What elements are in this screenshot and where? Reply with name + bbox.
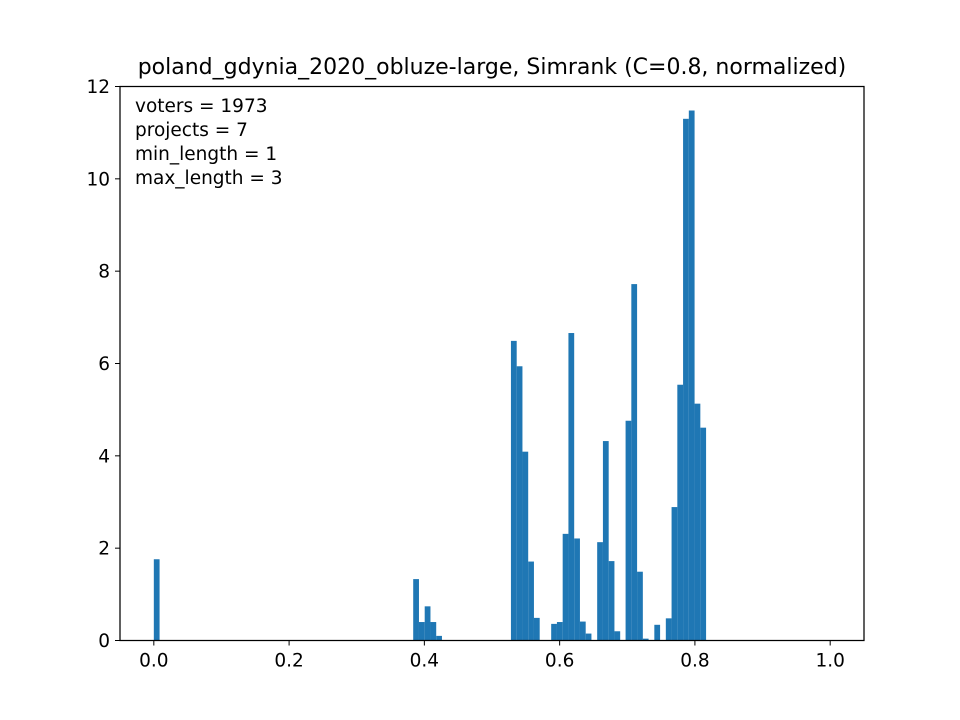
histogram-bar <box>522 451 529 641</box>
histogram-bar <box>562 533 569 641</box>
histogram-bar <box>551 623 557 641</box>
y-tick-label: 0 <box>98 631 110 652</box>
histogram-bar <box>516 366 523 641</box>
annotation-projects: projects = 7 <box>135 120 248 141</box>
histogram-bar <box>579 621 586 641</box>
histogram-bar <box>642 638 649 641</box>
y-tick-label: 4 <box>98 446 110 467</box>
histogram-bar <box>568 333 575 641</box>
histogram-bar <box>585 633 592 641</box>
x-tick-label: 0.8 <box>680 651 709 672</box>
histogram-bar <box>614 631 621 641</box>
histogram-bar <box>700 427 707 641</box>
x-axis-ticks: 0.0 0.2 0.4 0.6 0.8 1.0 <box>139 640 845 672</box>
histogram-bar <box>556 622 563 641</box>
histogram-bar <box>418 622 425 641</box>
histogram-bar <box>510 340 517 641</box>
histogram-bar <box>683 118 689 641</box>
histogram-bar <box>430 622 437 641</box>
y-tick-label: 2 <box>98 539 110 560</box>
annotation-min-length: min_length = 1 <box>135 144 277 165</box>
histogram-bar <box>625 420 632 641</box>
chart-title: poland_gdynia_2020_obluze-large, Simrank… <box>138 55 847 80</box>
plot-frame <box>119 85 865 642</box>
histogram-bar <box>597 542 603 641</box>
annotation-max-length: max_length = 3 <box>135 168 283 189</box>
histogram-bar <box>654 624 661 641</box>
histogram-bar <box>631 284 638 641</box>
histogram-bar <box>671 507 678 641</box>
histogram-bar <box>424 606 431 641</box>
x-tick-label: 0.6 <box>545 651 574 672</box>
histogram-bar <box>528 561 534 641</box>
histogram-bar <box>533 617 540 641</box>
histogram-bar <box>694 403 701 641</box>
histogram-bar <box>637 571 643 641</box>
y-tick-label: 12 <box>86 77 110 98</box>
bars-group <box>153 110 707 641</box>
x-tick-label: 0.4 <box>410 651 439 672</box>
x-tick-label: 1.0 <box>815 651 844 672</box>
annotation-voters: voters = 1973 <box>135 96 268 117</box>
y-axis-ticks: 0 2 4 6 8 10 12 <box>86 77 120 652</box>
y-tick-label: 10 <box>86 169 110 190</box>
stats-annotation: voters = 1973 projects = 7 min_length = … <box>135 96 283 189</box>
histogram-bar <box>436 635 442 641</box>
histogram-bar <box>665 618 672 641</box>
x-tick-label: 0.2 <box>274 651 303 672</box>
histogram-bar <box>677 384 684 641</box>
histogram-bar <box>153 559 160 641</box>
y-tick-label: 8 <box>98 262 110 283</box>
y-tick-label: 6 <box>98 354 110 375</box>
histogram-bar <box>602 441 609 641</box>
x-tick-label: 0.0 <box>139 651 168 672</box>
histogram-bar <box>608 561 615 641</box>
histogram-bar <box>413 579 419 641</box>
histogram-bar <box>574 538 580 641</box>
histogram-bar <box>688 110 695 641</box>
